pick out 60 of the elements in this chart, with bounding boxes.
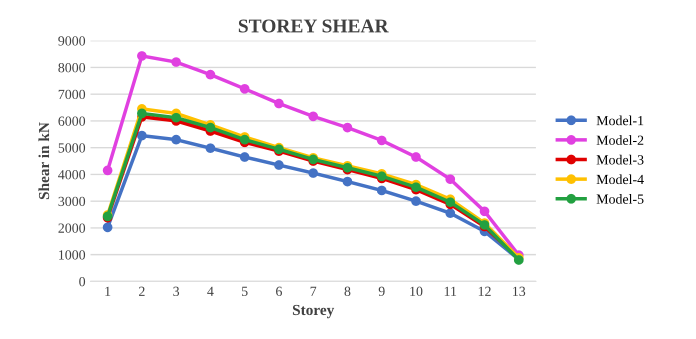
point <box>137 51 147 61</box>
point <box>137 108 147 118</box>
point <box>445 208 456 218</box>
y-tick-label: 0 <box>79 276 86 286</box>
point <box>411 182 421 192</box>
point <box>206 122 216 132</box>
point <box>342 176 352 186</box>
chart-title: STOREY SHEAR <box>238 19 389 33</box>
point <box>102 222 112 232</box>
y-tick-label: 4000 <box>58 170 86 180</box>
legend-label: Model-5 <box>596 194 644 204</box>
y-tick-label: 8000 <box>58 63 86 72</box>
point <box>445 174 456 184</box>
x-tick-label: 2 <box>139 286 145 296</box>
x-tick-label: 9 <box>378 286 385 296</box>
y-tick-label: 1000 <box>59 250 86 260</box>
point <box>411 152 421 162</box>
point <box>376 186 387 196</box>
y-tick-label: 6000 <box>58 116 86 126</box>
point <box>206 143 216 154</box>
legend-label: Model-3 <box>596 154 644 165</box>
point <box>342 122 352 132</box>
y-tick-label: 5000 <box>58 143 86 153</box>
point <box>240 84 250 94</box>
point <box>102 166 112 176</box>
legend-label: Model-1 <box>596 116 644 126</box>
point <box>376 171 387 182</box>
point <box>308 168 318 178</box>
point <box>411 196 421 206</box>
point <box>171 112 182 123</box>
x-axis-title: Storey <box>292 304 334 318</box>
point <box>480 206 490 216</box>
point <box>376 136 387 146</box>
y-tick-label: 2000 <box>58 223 86 233</box>
x-tick-label: 13 <box>513 286 526 296</box>
point <box>171 134 182 144</box>
x-tick-label: 6 <box>276 286 282 296</box>
x-tick-label: 4 <box>207 286 214 296</box>
x-tick-label: 3 <box>173 286 180 296</box>
legend-label: Model-2 <box>596 135 644 145</box>
point <box>308 112 318 122</box>
point <box>137 130 147 140</box>
point <box>274 160 284 170</box>
x-tick-label: 1 <box>105 286 110 296</box>
point <box>274 98 284 108</box>
legend-label: Model-4 <box>596 174 644 184</box>
x-tick-label: 11 <box>444 286 456 296</box>
y-tick-label: 9000 <box>58 36 86 46</box>
point <box>206 70 216 80</box>
x-tick-label: 5 <box>242 286 248 296</box>
point <box>240 134 250 144</box>
x-tick-label: 12 <box>478 286 491 296</box>
x-tick-label: 10 <box>410 286 422 296</box>
point <box>171 57 182 67</box>
y-tick-label: 3000 <box>58 196 86 206</box>
y-tick-label: 7000 <box>58 90 86 100</box>
x-tick-label: 8 <box>344 286 350 296</box>
y-axis-title: Shear in kN <box>38 122 50 200</box>
point <box>240 152 250 162</box>
x-tick-label: 7 <box>310 286 316 296</box>
